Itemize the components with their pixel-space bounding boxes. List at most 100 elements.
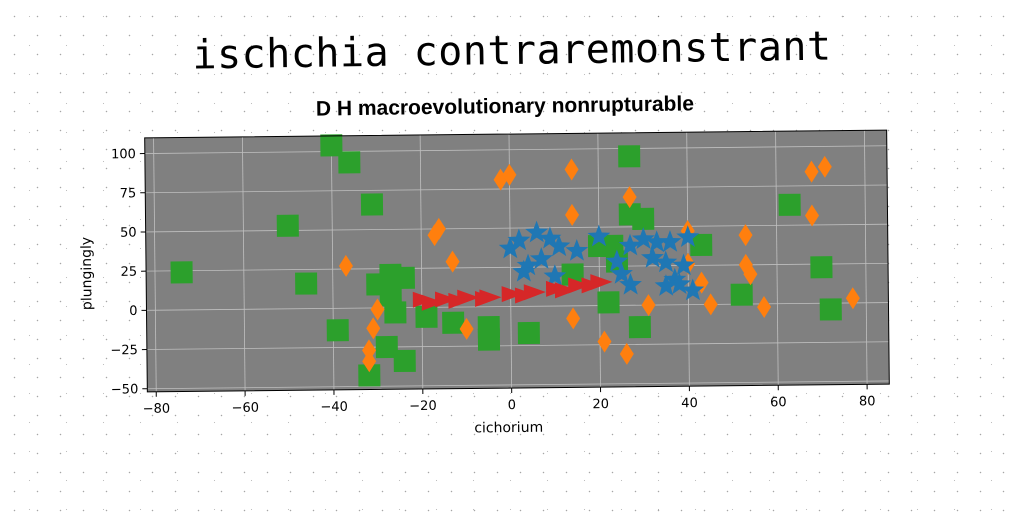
star-point <box>676 225 700 248</box>
grid-line-y <box>146 341 889 350</box>
diamond-point <box>804 160 819 183</box>
diamond-point <box>619 342 634 365</box>
square-point <box>392 266 415 289</box>
star-point <box>618 233 642 256</box>
star-point <box>507 228 531 251</box>
diamond-point <box>502 163 517 186</box>
square-point <box>690 233 713 257</box>
square-point <box>601 234 624 257</box>
square-point <box>819 298 842 321</box>
square-point <box>384 301 407 324</box>
star-point <box>543 264 567 287</box>
triangle-point <box>501 286 524 303</box>
square-point <box>597 291 620 314</box>
square-point <box>320 134 343 157</box>
star-point <box>529 247 553 269</box>
star-point <box>547 234 571 257</box>
x-tick-label: −80 <box>143 402 171 417</box>
square-point <box>778 193 801 216</box>
square-point <box>632 207 655 231</box>
square-point <box>360 193 384 216</box>
y-tick-label: 25 <box>120 265 137 280</box>
y-axis-label: plungingly <box>79 237 96 310</box>
star-point <box>587 224 611 247</box>
square-point <box>477 328 501 351</box>
square-point <box>326 319 349 342</box>
diamond-point <box>845 287 860 310</box>
star-point <box>663 267 687 290</box>
diamond-point <box>694 271 709 294</box>
y-tick-label: 100 <box>111 147 136 162</box>
square-point <box>517 321 540 345</box>
diamond-point <box>445 250 460 273</box>
grid-line-y <box>145 223 888 233</box>
star-point <box>498 236 522 259</box>
diamond-point <box>565 203 580 226</box>
star-point <box>516 253 540 276</box>
diamond-point <box>738 224 753 247</box>
diamond-point <box>362 350 377 373</box>
y-tick-label: 50 <box>120 226 137 241</box>
square-point <box>276 214 299 237</box>
square-point <box>375 335 398 359</box>
data-marks <box>170 134 860 387</box>
x-tick-label: 40 <box>681 396 698 411</box>
x-axis-label: cichorium <box>474 420 543 437</box>
square-point <box>628 316 651 339</box>
diamond-point <box>597 330 612 353</box>
diamond-point <box>566 307 581 330</box>
square-point <box>295 272 318 295</box>
diamond-point <box>370 298 385 321</box>
diamond-point <box>366 317 381 340</box>
axes: −80 −60 −40 −20 0 20 40 60 80 −50 −25 0 25 50 75 100 cic… <box>79 129 890 437</box>
grid-line-y <box>145 184 888 194</box>
square-point <box>170 261 193 284</box>
square-point <box>358 364 381 387</box>
diamond-point <box>641 294 656 317</box>
diamond-point <box>427 224 442 247</box>
plot-area: −80 −60 −40 −20 0 20 40 60 80 −50 −25 0 25 50 75 100 cic… <box>79 129 890 437</box>
star-point <box>654 250 678 273</box>
square-point <box>618 145 641 168</box>
star-point <box>619 272 642 295</box>
star-point <box>672 253 696 276</box>
square-point <box>810 256 833 279</box>
grid-line-y <box>147 380 890 390</box>
triangle-point <box>421 294 444 311</box>
square-point <box>561 263 584 286</box>
x-tick-label: 80 <box>859 394 876 409</box>
y-tick-label: 75 <box>120 186 137 201</box>
diamond-point <box>564 158 579 181</box>
star-point <box>631 227 655 250</box>
square-point <box>415 305 438 328</box>
star-point <box>645 230 669 253</box>
diamond-point <box>703 293 718 316</box>
diamond-point <box>757 295 772 318</box>
star-point <box>641 245 664 268</box>
square-point <box>379 284 402 307</box>
square-point <box>442 311 465 334</box>
diamond-point <box>817 155 832 178</box>
star-point <box>610 261 633 284</box>
y-tick-label: 0 <box>129 304 137 319</box>
square-point <box>393 349 416 373</box>
star-point <box>605 249 629 272</box>
star-point <box>565 238 589 261</box>
triangle-point <box>581 277 604 294</box>
x-tick-label: −60 <box>231 401 259 416</box>
star-point <box>681 278 705 301</box>
star-point <box>654 274 678 296</box>
y-tick-label: −25 <box>110 343 138 358</box>
square-point <box>338 151 361 174</box>
diamond-point <box>431 217 446 240</box>
diamond-point <box>622 186 637 209</box>
star-point <box>538 226 562 249</box>
star-point <box>668 272 691 295</box>
diamond-point <box>743 263 758 286</box>
diamond-point <box>338 254 353 277</box>
y-tick-label: −50 <box>111 382 139 397</box>
triangle-point <box>554 282 577 299</box>
x-tick-label: −20 <box>409 399 437 414</box>
star-point <box>525 220 549 243</box>
